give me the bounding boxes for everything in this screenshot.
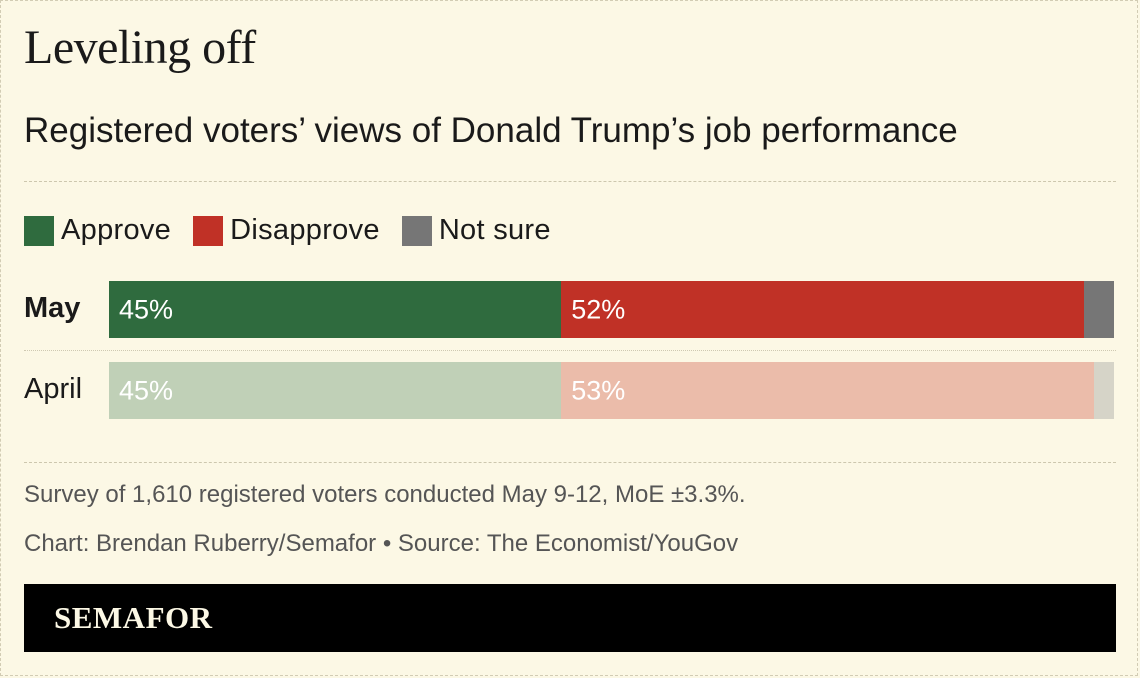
- bar-segment-april-disapprove: 53%: [561, 362, 1094, 419]
- bar-segment-may-approve: 45%: [109, 281, 562, 338]
- legend-item-disapprove: Disapprove: [193, 214, 380, 247]
- chart-subtitle: Registered voters’ views of Donald Trump…: [24, 111, 958, 150]
- data-label-april-approve: 45%: [119, 375, 174, 405]
- survey-note: Survey of 1,610 registered voters conduc…: [24, 481, 746, 508]
- legend-item-not-sure: Not sure: [401, 214, 551, 247]
- semafor-logo: SEMAFOR: [54, 600, 213, 635]
- bar-april: 45% 53%: [109, 362, 1114, 419]
- bar-may: 45% 52%: [109, 281, 1114, 338]
- row-divider: [24, 350, 1116, 351]
- data-label-april-disapprove: 53%: [571, 375, 626, 405]
- legend-item-approve: Approve: [24, 214, 171, 247]
- divider-top: [24, 181, 1116, 182]
- legend: Approve Disapprove Not sure: [24, 214, 573, 247]
- divider-bottom: [24, 462, 1116, 463]
- bar-segment-may-not-sure: [1083, 281, 1114, 338]
- legend-label-disapprove: Disapprove: [230, 214, 380, 246]
- chart-title: Leveling off: [24, 21, 256, 74]
- data-label-may-approve: 45%: [119, 294, 174, 324]
- row-label-april: April: [24, 373, 83, 405]
- data-label-may-disapprove: 52%: [571, 294, 626, 324]
- legend-label-not-sure: Not sure: [438, 214, 551, 246]
- legend-swatch-not-sure: [401, 215, 432, 246]
- row-label-may: May: [24, 292, 81, 324]
- footer-bar: SEMAFOR: [24, 584, 1116, 652]
- legend-swatch-approve: [24, 215, 54, 246]
- bar-segment-may-disapprove: 52%: [561, 281, 1084, 338]
- legend-label-approve: Approve: [61, 214, 172, 246]
- legend-swatch-disapprove: [193, 215, 224, 246]
- bar-segment-april-approve: 45%: [109, 362, 562, 419]
- bar-segment-april-not-sure: [1093, 362, 1114, 419]
- credit-note: Chart: Brendan Ruberry/Semafor • Source:…: [24, 530, 739, 557]
